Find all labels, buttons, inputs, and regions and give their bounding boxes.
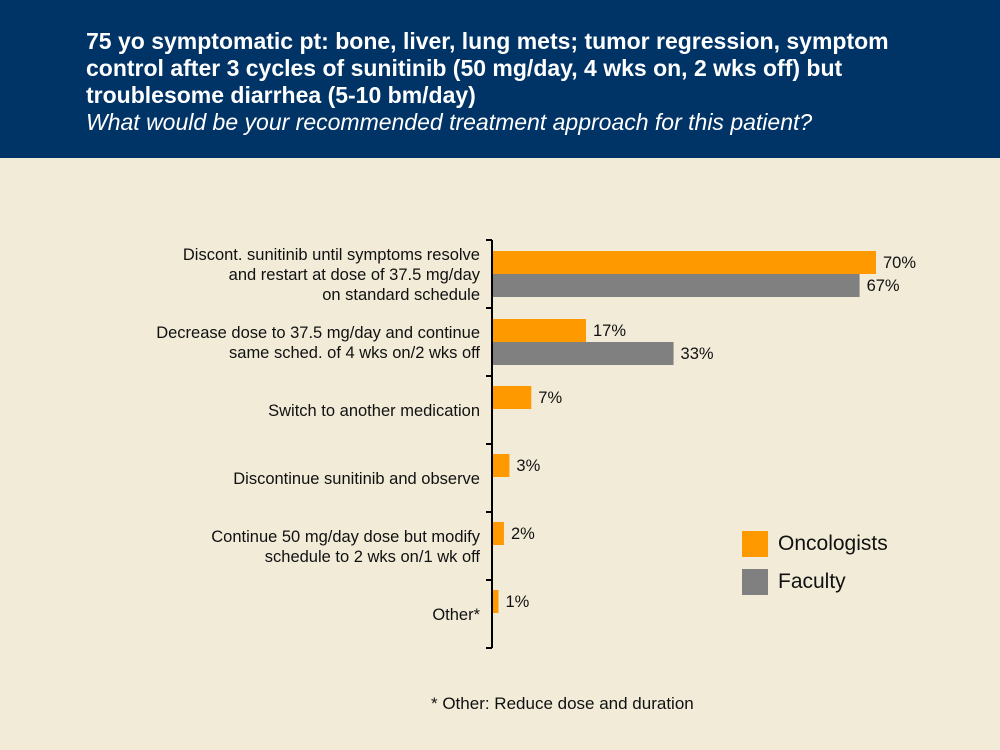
footnote: * Other: Reduce dose and duration <box>431 694 694 713</box>
category-label: Decrease dose to 37.5 mg/day and continu… <box>156 324 480 342</box>
data-label-oncologists: 7% <box>538 389 562 407</box>
category-label: Other* <box>432 606 480 624</box>
category-label: schedule to 2 wks on/1 wk off <box>265 548 481 566</box>
legend: Oncologists Faculty <box>742 525 888 601</box>
legend-item-faculty: Faculty <box>742 563 888 601</box>
bar-oncologists <box>493 386 532 409</box>
data-label-faculty: 67% <box>867 277 900 295</box>
data-label-oncologists: 1% <box>505 593 529 611</box>
category-label: and restart at dose of 37.5 mg/day <box>229 266 481 284</box>
category-label: on standard schedule <box>322 286 480 304</box>
bar-oncologists <box>493 590 499 613</box>
legend-item-oncologists: Oncologists <box>742 525 888 563</box>
bar-oncologists <box>493 251 876 274</box>
data-label-oncologists: 70% <box>883 254 916 272</box>
category-label: same sched. of 4 wks on/2 wks off <box>229 344 480 362</box>
data-label-oncologists: 3% <box>516 457 540 475</box>
chart-subtitle: What would be your recommended treatment… <box>86 109 813 135</box>
bar-oncologists <box>493 454 510 477</box>
data-label-faculty: 33% <box>681 345 714 363</box>
header-banner: 75 yo symptomatic pt: bone, liver, lung … <box>0 0 1000 158</box>
legend-label-oncologists: Oncologists <box>778 532 888 555</box>
category-label: Switch to another medication <box>268 402 480 420</box>
bar-oncologists <box>493 319 587 342</box>
category-label: Discont. sunitinib until symptoms resolv… <box>183 246 480 264</box>
legend-swatch-faculty <box>742 569 768 595</box>
legend-label-faculty: Faculty <box>778 570 846 593</box>
data-label-oncologists: 17% <box>593 322 626 340</box>
legend-swatch-oncologists <box>742 531 768 557</box>
bar-oncologists <box>493 522 504 545</box>
category-label: Continue 50 mg/day dose but modify <box>211 528 480 546</box>
bar-faculty <box>493 274 860 297</box>
bar-faculty <box>493 342 674 365</box>
category-label: Discontinue sunitinib and observe <box>233 470 480 488</box>
chart-title: 75 yo symptomatic pt: bone, liver, lung … <box>86 28 889 108</box>
data-label-oncologists: 2% <box>511 525 535 543</box>
